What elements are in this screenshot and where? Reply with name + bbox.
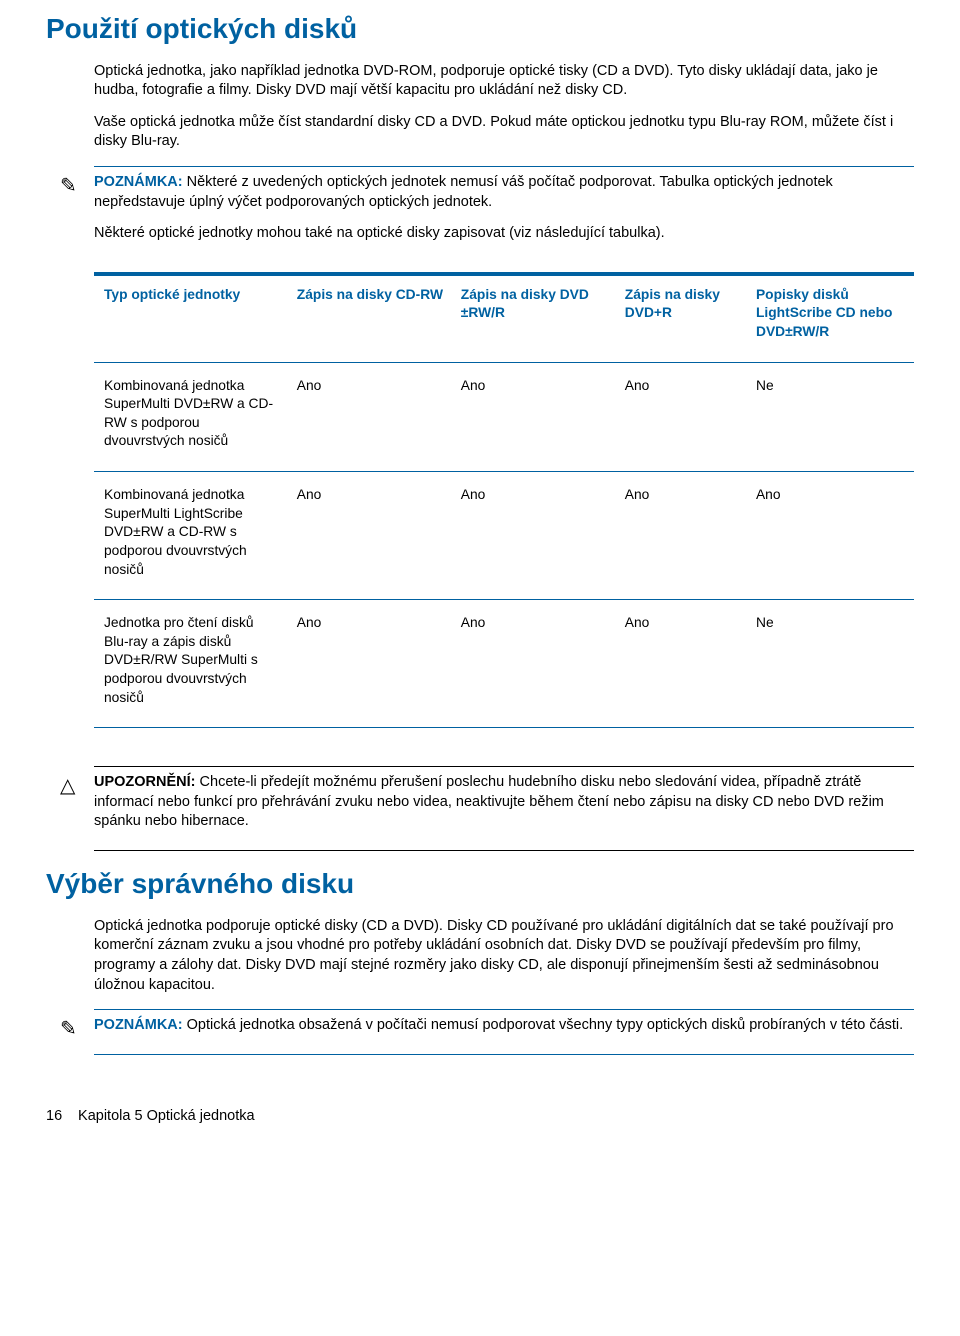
chapter-label: Kapitola 5 [78,1108,143,1124]
warning-label: UPOZORNĚNÍ: [94,774,196,790]
note-label: POZNÁMKA: [94,174,183,190]
cell-dvd-r: Ano [619,362,750,472]
cell-dvd-r: Ano [619,600,750,728]
note-text: Některé z uvedených optických jednotek n… [94,174,833,210]
cell-lightscribe: Ano [750,472,914,600]
note-icon: ✎ [60,173,77,200]
col-dvd-rwr: Zápis na disky DVD ±RW/R [455,274,619,362]
warning-text: Chcete-li předejít možnému přerušení pos… [94,774,884,829]
cell-drive-type: Jednotka pro čtení disků Blu-ray a zápis… [94,600,291,728]
cell-lightscribe: Ne [750,600,914,728]
cell-cdrw: Ano [291,362,455,472]
page-number: 16 [46,1107,74,1127]
paragraph-intro-2: Vaše optická jednotka může číst standard… [94,113,914,152]
col-dvd-r: Zápis na disky DVD+R [619,274,750,362]
note2-text: Optická jednotka obsažená v počítači nem… [187,1017,904,1033]
note-icon: ✎ [60,1016,77,1043]
optical-drive-table: Typ optické jednotky Zápis na disky CD-R… [94,272,914,729]
paragraph-choosing-1: Optická jednotka podporuje optické disky… [94,917,914,995]
note-box-2: ✎ POZNÁMKA: Optická jednotka obsažená v … [94,1009,914,1055]
cell-cdrw: Ano [291,472,455,600]
table-header-row: Typ optické jednotky Zápis na disky CD-R… [94,274,914,362]
paragraph-intro-3: Některé optické jednotky mohou také na o… [94,224,914,244]
cell-cdrw: Ano [291,600,455,728]
chapter-title: Optická jednotka [147,1108,255,1124]
note-paragraph: POZNÁMKA: Některé z uvedených optických … [94,173,914,212]
heading-using-optical-discs: Použití optických disků [46,10,914,48]
col-cdrw: Zápis na disky CD-RW [291,274,455,362]
note2-label: POZNÁMKA: [94,1017,183,1033]
cell-drive-type: Kombinovaná jednotka SuperMulti DVD±RW a… [94,362,291,472]
paragraph-intro-1: Optická jednotka, jako například jednotk… [94,62,914,101]
cell-drive-type: Kombinovaná jednotka SuperMulti LightScr… [94,472,291,600]
cell-lightscribe: Ne [750,362,914,472]
cell-dvd-rwr: Ano [455,362,619,472]
warning-box: △ UPOZORNĚNÍ: Chcete-li předejít možnému… [94,766,914,851]
table-row: Jednotka pro čtení disků Blu-ray a zápis… [94,600,914,728]
col-drive-type: Typ optické jednotky [94,274,291,362]
cell-dvd-rwr: Ano [455,600,619,728]
col-lightscribe: Popisky disků LightScribe CD nebo DVD±RW… [750,274,914,362]
warning-paragraph: UPOZORNĚNÍ: Chcete-li předejít možnému p… [94,773,914,832]
page-footer: 16 Kapitola 5 Optická jednotka [46,1107,914,1127]
cell-dvd-r: Ano [619,472,750,600]
warning-icon: △ [60,773,75,800]
note-box: ✎ POZNÁMKA: Některé z uvedených optickýc… [94,166,914,258]
table-row: Kombinovaná jednotka SuperMulti DVD±RW a… [94,362,914,472]
heading-choosing-disc: Výběr správného disku [46,865,914,903]
table-row: Kombinovaná jednotka SuperMulti LightScr… [94,472,914,600]
cell-dvd-rwr: Ano [455,472,619,600]
note2-paragraph: POZNÁMKA: Optická jednotka obsažená v po… [94,1016,914,1036]
